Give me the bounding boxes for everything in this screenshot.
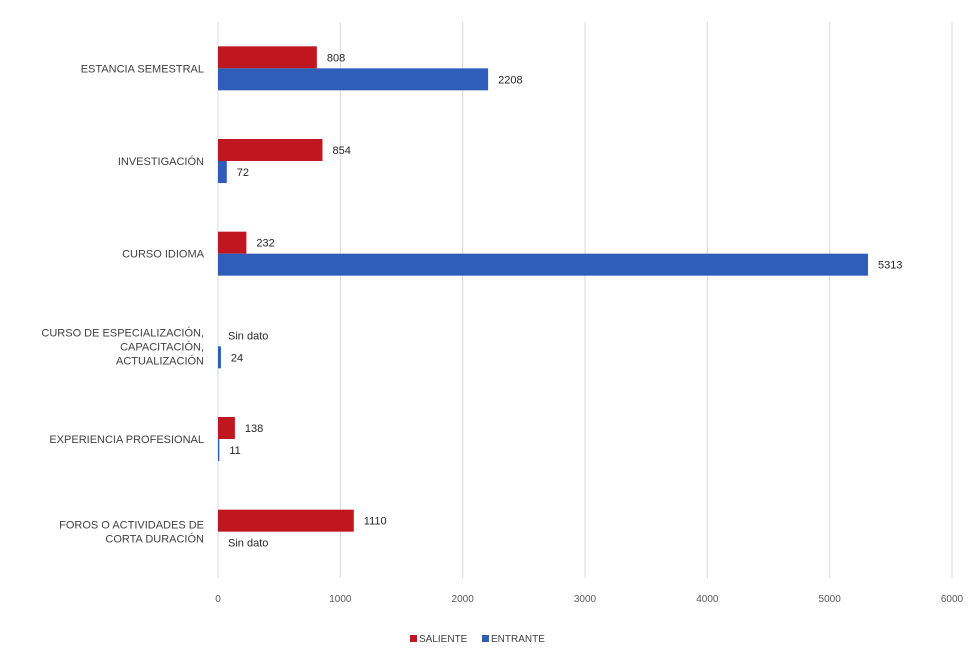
category-label-line: FOROS O ACTIVIDADES DE [59,520,204,532]
category-label: ESTANCIA SEMESTRAL [81,63,204,75]
x-tick-label: 3000 [574,594,597,605]
category-label-line: CAPACITACIÓN, [120,340,204,353]
bar-entrante [218,346,221,369]
bar-saliente [218,46,317,69]
data-label: 5313 [878,260,902,272]
bar-entrante [218,253,868,276]
legend-swatch-entrante [482,635,489,642]
category-label-line: ESTANCIA SEMESTRAL [81,63,204,75]
bar-entrante [218,161,227,183]
legend-label: SALIENTE [419,634,468,645]
category-label: CURSO DE ESPECIALIZACIÓN, CAPACITACIÓN, AC… [41,326,204,367]
data-label: 1110 [364,516,387,528]
data-label: 854 [332,145,350,157]
data-label: 72 [237,167,249,179]
data-label: 2208 [498,74,522,86]
data-label: Sin dato [228,330,268,342]
category-label: EXPERIENCIA PROFESIONAL [49,434,204,446]
data-label: 808 [327,52,345,64]
bars [218,46,868,532]
data-label: 24 [231,352,243,364]
bar-saliente [218,509,354,532]
category-label-line: INVESTIGACIÓN [118,155,204,168]
data-label: 138 [245,423,263,435]
x-tick-label: 1000 [329,594,352,605]
data-label: 232 [256,238,274,250]
legend-label: ENTRANTE [491,634,545,645]
bar-saliente [218,417,235,439]
data-label: Sin dato [228,538,268,550]
category-label-line: CORTA DURACIÓN [105,533,204,546]
category-label: CURSO IDIOMA [122,249,205,261]
x-tick-label: 2000 [452,594,475,605]
category-label-line: EXPERIENCIA PROFESIONAL [49,434,204,446]
data-label: 11 [229,445,240,457]
category-labels: ESTANCIA SEMESTRAL INVESTIGACIÓN CURSO IDI… [41,63,204,545]
gridlines [217,22,953,578]
legend-swatch-saliente [410,635,417,642]
legend: SALIENTE ENTRANTE [410,634,545,645]
bar-saliente [218,139,323,161]
bar-entrante [218,68,489,91]
x-tick-label: 6000 [941,594,964,605]
x-axis-ticks: 0 1000 2000 3000 4000 5000 6000 [215,594,963,605]
category-label-line: CURSO DE ESPECIALIZACIÓN, [41,326,204,339]
category-label-line: ACTUALIZACIÓN [116,354,204,367]
category-label-line: CURSO IDIOMA [122,249,205,261]
data-labels: 808 2208 854 72 232 5313 Sin dato 24 138 11 1110 Si… [228,52,902,549]
x-tick-label: 5000 [819,594,842,605]
category-label: FOROS O ACTIVIDADES DE CORTA DURACIÓN [59,520,204,546]
bar-entrante [218,439,220,461]
x-tick-label: 4000 [696,594,719,605]
x-tick-label: 0 [215,594,221,605]
bar-saliente [218,231,247,254]
category-label: INVESTIGACIÓN [118,155,204,168]
